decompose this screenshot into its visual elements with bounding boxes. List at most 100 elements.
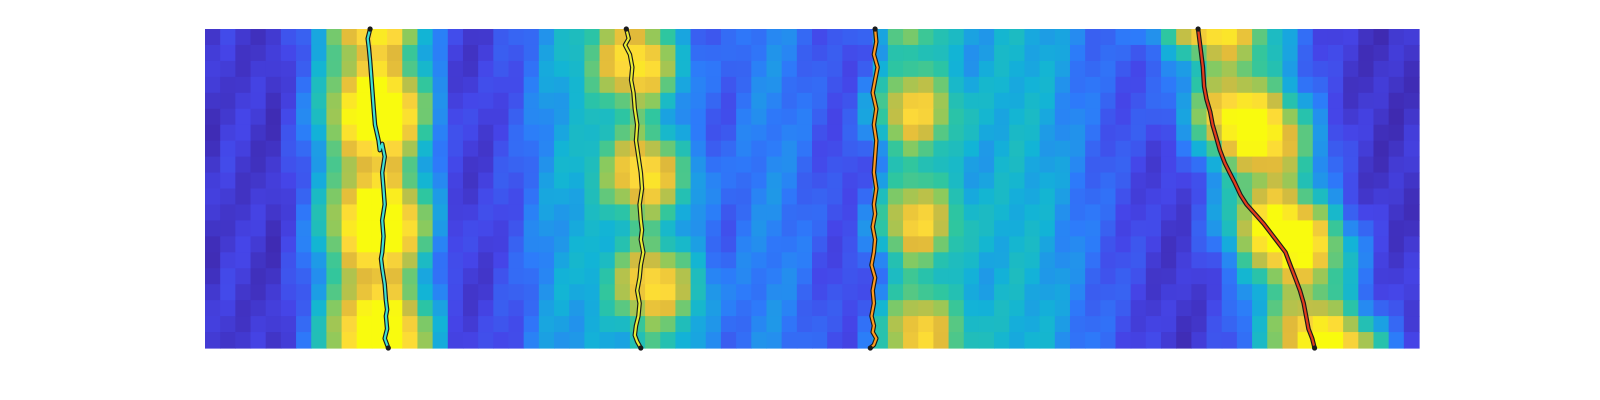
- heatmap-cell: [887, 332, 904, 349]
- heatmap-cell: [720, 44, 737, 62]
- heatmap-cell: [690, 188, 707, 206]
- heatmap-cell: [1252, 29, 1268, 46]
- heatmap-cell: [994, 316, 1010, 333]
- heatmap-cell: [341, 236, 358, 253]
- heatmap-cell: [933, 332, 950, 349]
- heatmap-cell: [614, 316, 631, 333]
- heatmap-cell: [1176, 188, 1192, 206]
- heatmap-cell: [1085, 156, 1101, 174]
- heatmap-cell: [660, 76, 677, 94]
- heatmap-cell: [1221, 268, 1238, 285]
- heatmap-cell: [387, 332, 403, 349]
- heatmap-cell: [326, 76, 343, 94]
- heatmap-cell: [857, 300, 874, 317]
- heatmap-cell: [1282, 284, 1299, 301]
- heatmap-cell: [1373, 332, 1390, 349]
- heatmap-cell: [462, 268, 479, 285]
- heatmap-cell: [447, 332, 464, 349]
- heatmap-cell: [978, 60, 995, 78]
- heatmap-cell: [569, 300, 585, 317]
- heatmap-cell: [887, 172, 904, 190]
- heatmap-cell: [1267, 300, 1284, 317]
- heatmap-cell: [781, 44, 798, 62]
- heatmap-cell: [1054, 108, 1071, 126]
- heatmap-cell: [599, 300, 616, 317]
- heatmap-cell: [948, 172, 965, 190]
- heatmap-cell: [1191, 236, 1208, 253]
- heatmap-cell: [796, 220, 813, 237]
- heatmap-cell: [1069, 300, 1086, 317]
- heatmap-cell: [842, 332, 859, 349]
- heatmap-cell: [842, 60, 859, 78]
- heatmap-cell: [660, 29, 677, 46]
- heatmap-cell: [280, 332, 297, 349]
- heatmap-cell: [462, 204, 479, 221]
- heatmap-cell: [1069, 44, 1086, 62]
- heatmap-cell: [1054, 332, 1071, 349]
- heatmap-cell: [1236, 60, 1253, 78]
- heatmap-cell: [417, 29, 434, 46]
- trace-endpoint-4-start: [1195, 26, 1201, 32]
- heatmap-cell: [1373, 140, 1390, 158]
- heatmap-cell: [341, 172, 358, 190]
- heatmap-cell: [751, 92, 768, 110]
- heatmap-cell: [1206, 60, 1223, 78]
- heatmap-cell: [235, 332, 252, 349]
- heatmap-cell: [781, 76, 798, 94]
- heatmap-cell: [1373, 172, 1390, 190]
- heatmap-cell: [554, 300, 570, 317]
- heatmap-cell: [432, 44, 449, 62]
- heatmap-cell: [1221, 76, 1238, 94]
- heatmap-cell: [1115, 76, 1132, 94]
- heatmap-cell: [1343, 44, 1359, 62]
- heatmap-cell: [235, 188, 252, 206]
- heatmap-cell: [963, 172, 980, 190]
- heatmap-cell: [1403, 300, 1420, 317]
- heatmap-cell: [1236, 156, 1253, 174]
- heatmap-cell: [1191, 172, 1208, 190]
- heatmap-cell: [796, 124, 813, 142]
- heatmap-cell: [296, 332, 312, 349]
- heatmap-cell: [963, 332, 980, 349]
- heatmap-cell: [994, 44, 1010, 62]
- heatmap-cell: [478, 172, 494, 190]
- heatmap-cell: [311, 29, 328, 46]
- heatmap-cell: [1252, 156, 1268, 174]
- heatmap-cell: [523, 204, 540, 221]
- heatmap-cell: [1312, 156, 1329, 174]
- heatmap-cell: [1297, 204, 1314, 221]
- heatmap-cell: [432, 332, 449, 349]
- heatmap-cell: [1358, 332, 1375, 349]
- heatmap-cell: [387, 268, 403, 285]
- heatmap-cell: [1312, 332, 1329, 349]
- heatmap-cell: [1297, 108, 1314, 126]
- heatmap-cell: [584, 29, 601, 46]
- heatmap-cell: [1176, 252, 1192, 269]
- heatmap-cell: [1009, 60, 1026, 78]
- heatmap-cell: [1206, 332, 1223, 349]
- heatmap-cell: [1191, 188, 1208, 206]
- heatmap-cell: [1085, 108, 1101, 126]
- heatmap-cell: [1100, 76, 1117, 94]
- heatmap-cell: [1130, 92, 1147, 110]
- heatmap-cell: [508, 236, 525, 253]
- heatmap-cell: [1327, 204, 1344, 221]
- heatmap-cell: [1039, 204, 1056, 221]
- heatmap-cell: [933, 204, 950, 221]
- heatmap-cell: [478, 188, 494, 206]
- heatmap-cell: [1373, 108, 1390, 126]
- heatmap-cell: [1282, 156, 1299, 174]
- heatmap-cell: [978, 124, 995, 142]
- heatmap-cell: [417, 204, 434, 221]
- heatmap-cell: [432, 252, 449, 269]
- heatmap-cell: [1009, 284, 1026, 301]
- heatmap-cell: [736, 76, 752, 94]
- heatmap-cell: [341, 252, 358, 269]
- heatmap-cell: [751, 124, 768, 142]
- heatmap-cell: [250, 60, 267, 78]
- heatmap-cell: [1267, 124, 1284, 142]
- heatmap-cell: [948, 44, 965, 62]
- heatmap-cell: [1236, 172, 1253, 190]
- heatmap-cell: [1297, 124, 1314, 142]
